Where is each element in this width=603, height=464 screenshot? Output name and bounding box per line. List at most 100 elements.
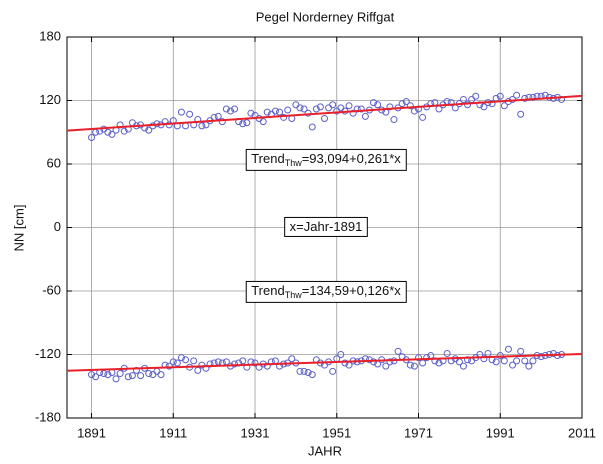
x-tick-label: 1911 bbox=[159, 425, 187, 440]
data-point bbox=[243, 119, 251, 127]
annotation-formula: =93,094+0,261*x bbox=[302, 151, 402, 166]
y-tick-label: 60 bbox=[47, 155, 61, 170]
data-point bbox=[304, 368, 312, 376]
x-tick-label: 2011 bbox=[568, 425, 596, 440]
data-point bbox=[169, 358, 177, 366]
data-point bbox=[357, 105, 365, 113]
annotation-box bbox=[245, 148, 407, 171]
data-point bbox=[128, 372, 136, 380]
data-point bbox=[271, 107, 279, 115]
data-point bbox=[145, 370, 153, 378]
data-point bbox=[88, 134, 96, 142]
chart-title: Pegel Norderney Riffgat bbox=[256, 9, 395, 24]
data-point bbox=[361, 112, 369, 120]
data-point bbox=[476, 101, 484, 109]
x-tick-label: 1951 bbox=[322, 425, 351, 440]
data-point bbox=[513, 357, 521, 365]
data-point bbox=[488, 100, 496, 108]
data-point bbox=[390, 116, 398, 124]
annotation-subscript: Thw bbox=[285, 158, 303, 168]
data-point bbox=[177, 354, 185, 362]
data-point bbox=[386, 358, 394, 366]
data-point bbox=[435, 359, 443, 367]
data-point bbox=[92, 373, 100, 381]
annotation-formula: =134,59+0,126*x bbox=[302, 283, 402, 298]
data-point bbox=[239, 120, 247, 128]
annotation-subscript: Thw bbox=[285, 290, 303, 300]
data-point bbox=[263, 362, 271, 370]
data-point bbox=[239, 357, 247, 365]
data-point bbox=[423, 354, 431, 362]
plot-frame bbox=[66, 36, 583, 419]
trend-line bbox=[66, 94, 583, 132]
data-point bbox=[316, 103, 324, 111]
data-point bbox=[341, 359, 349, 367]
data-point bbox=[386, 103, 394, 111]
data-point bbox=[492, 358, 500, 366]
data-point bbox=[177, 108, 185, 116]
y-tick-label: -180 bbox=[35, 409, 61, 424]
data-point bbox=[529, 93, 537, 101]
data-point bbox=[525, 362, 533, 370]
x-tick-label: 1971 bbox=[404, 425, 433, 440]
y-tick-label: -120 bbox=[35, 346, 61, 361]
data-point bbox=[124, 373, 132, 381]
y-tick-label: 180 bbox=[39, 28, 61, 43]
data-point bbox=[218, 118, 226, 126]
data-point bbox=[120, 127, 128, 135]
x-tick-label: 1991 bbox=[486, 425, 515, 440]
data-point bbox=[410, 362, 418, 370]
annotation-main: Trend bbox=[251, 283, 284, 298]
data-point bbox=[214, 112, 222, 120]
data-point bbox=[259, 118, 267, 126]
data-point bbox=[157, 371, 165, 379]
annotation-text: x=Jahr-1891 bbox=[290, 219, 363, 234]
data-point bbox=[88, 371, 96, 379]
data-point bbox=[443, 349, 451, 357]
data-point bbox=[549, 349, 557, 357]
annotation-box bbox=[284, 216, 368, 237]
data-point bbox=[226, 107, 234, 115]
data-point bbox=[308, 123, 316, 131]
data-point bbox=[112, 375, 120, 383]
data-point bbox=[190, 357, 198, 365]
data-point bbox=[537, 353, 545, 361]
data-point bbox=[480, 103, 488, 111]
data-point bbox=[231, 105, 239, 113]
data-point bbox=[104, 128, 112, 136]
data-point bbox=[349, 109, 357, 117]
data-point bbox=[145, 126, 153, 134]
data-point bbox=[459, 95, 467, 103]
data-point bbox=[288, 355, 296, 363]
data-point bbox=[329, 101, 337, 109]
data-point bbox=[137, 372, 145, 380]
annotation: x=Jahr-1891 bbox=[284, 216, 368, 237]
trend-line bbox=[66, 352, 583, 372]
data-point bbox=[182, 356, 190, 364]
data-point bbox=[370, 99, 378, 107]
data-point bbox=[132, 366, 140, 374]
data-point bbox=[296, 367, 304, 375]
x-tick-label: 1891 bbox=[77, 425, 106, 440]
data-point bbox=[100, 370, 108, 378]
data-point bbox=[394, 347, 402, 355]
data-point bbox=[370, 358, 378, 366]
data-point bbox=[247, 109, 255, 117]
data-point bbox=[280, 113, 288, 121]
data-point bbox=[415, 354, 423, 362]
y-tick-label: 120 bbox=[39, 92, 61, 107]
annotation-main: Trend bbox=[251, 151, 284, 166]
data-point bbox=[406, 361, 414, 369]
y-axis-label: NN [cm] bbox=[11, 205, 26, 252]
annotation-text: TrendThw=93,094+0,261*x bbox=[251, 151, 401, 168]
data-point bbox=[472, 92, 480, 100]
data-point bbox=[500, 102, 508, 110]
x-tick-label: 1931 bbox=[241, 425, 270, 440]
y-tick-label: 0 bbox=[54, 219, 61, 234]
data-point bbox=[108, 130, 116, 138]
data-point bbox=[521, 94, 529, 102]
data-point bbox=[496, 92, 504, 100]
annotation: TrendThw=134,59+0,126*x bbox=[245, 280, 407, 303]
annotation-box bbox=[245, 280, 407, 303]
